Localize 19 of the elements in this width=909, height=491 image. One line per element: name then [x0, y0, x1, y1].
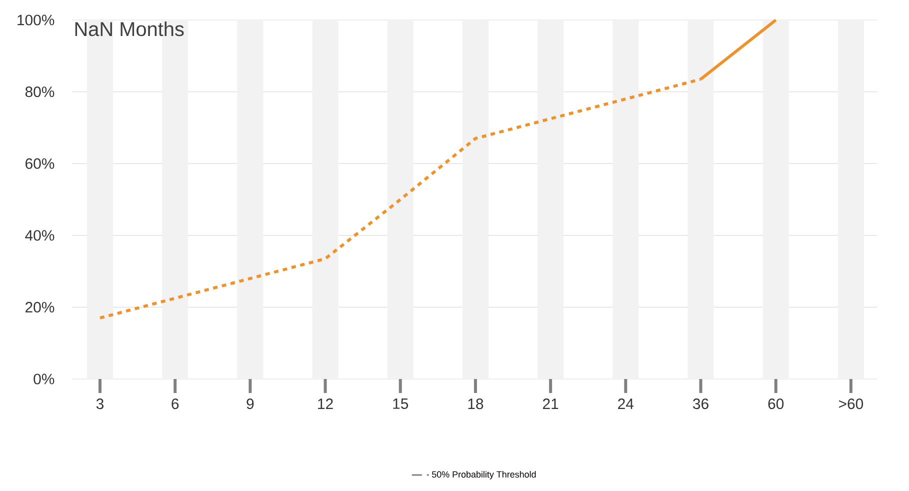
x-tick-label: 12: [318, 398, 333, 409]
y-tick-label: 60%: [26, 158, 54, 169]
x-tick-label: 60: [768, 398, 784, 410]
x-tick-label: 24: [618, 398, 634, 409]
x-tick-label: 36: [693, 398, 708, 410]
x-tick-label: 3: [96, 398, 104, 410]
y-tick-label: 40%: [25, 230, 54, 241]
y-tick-label: 20%: [26, 302, 54, 312]
x-tick-label: 18: [468, 398, 484, 410]
x-tick-label: 15: [393, 398, 408, 409]
y-tick-label: 100%: [18, 14, 54, 26]
x-tick-label: 6: [172, 398, 179, 410]
x-tick-label: 21: [543, 398, 558, 409]
legend-label: 50% Probability Threshold: [432, 471, 536, 480]
y-tick-label: 80%: [25, 86, 54, 98]
x-tick-label: >60: [839, 398, 864, 410]
chart-title: NaN Months: [75, 22, 184, 36]
y-tick-label: 0%: [34, 374, 54, 384]
x-tick-label: 9: [246, 398, 254, 410]
